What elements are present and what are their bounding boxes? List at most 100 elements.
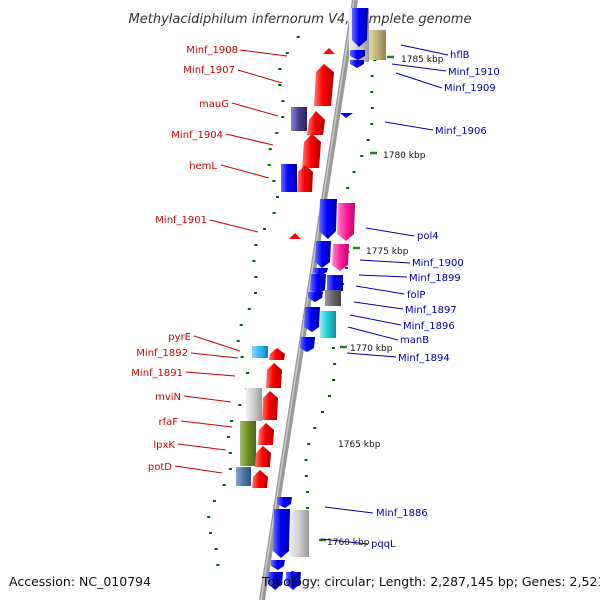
- gene-bottom-2[interactable]: [286, 572, 301, 590]
- label-minf1909[interactable]: Minf_1909: [444, 83, 496, 94]
- label-pyre[interactable]: pyrE: [168, 332, 191, 343]
- gene-heml[interactable]: [297, 165, 313, 192]
- label-lpxk[interactable]: lpxK: [153, 440, 175, 451]
- gc-tick: [331, 347, 335, 349]
- label-pqql[interactable]: pqqL: [371, 539, 396, 550]
- label-minf1897[interactable]: Minf_1897: [405, 305, 457, 316]
- label-pol4[interactable]: pol4: [417, 231, 439, 242]
- gc-tick: [370, 123, 374, 125]
- label-minf1904[interactable]: Minf_1904: [171, 130, 223, 141]
- gc-tick: [268, 148, 272, 150]
- gene-folp-blue[interactable]: [327, 275, 343, 291]
- gene-pqql[interactable]: [290, 510, 309, 557]
- gene-lpxk-2[interactable]: [255, 446, 271, 467]
- label-maug[interactable]: mauG: [199, 99, 229, 110]
- gene-rfaf[interactable]: [240, 421, 256, 466]
- label-minf1910[interactable]: Minf_1910: [448, 67, 500, 78]
- forward-connectors: [174, 49, 288, 474]
- gene-minf1892[interactable]: [269, 348, 285, 360]
- gene-bottom-1[interactable]: [268, 572, 283, 590]
- label-manb[interactable]: manB: [400, 335, 429, 346]
- gene-minf1908-marker[interactable]: [323, 48, 335, 54]
- gc-tick: [278, 68, 282, 70]
- gc-tick: [252, 260, 256, 262]
- gene-hflb-tan[interactable]: [369, 30, 386, 60]
- label-minf1894[interactable]: Minf_1894: [398, 353, 450, 364]
- gc-tick: [345, 267, 348, 269]
- label-minf1892[interactable]: Minf_1892: [136, 348, 188, 359]
- gene-minf1894[interactable]: [300, 337, 315, 352]
- gc-tick: [222, 484, 226, 486]
- accession-text: Accession: NC_010794: [9, 574, 151, 589]
- label-minf1901[interactable]: Minf_1901: [155, 215, 207, 226]
- gene-minf1900[interactable]: [315, 241, 331, 268]
- gene-pqql-blue[interactable]: [271, 560, 285, 570]
- map-title: Methylacidiphilum infernorum V4, complet…: [129, 12, 472, 27]
- gene-pol4[interactable]: [319, 199, 337, 239]
- gc-tick: [296, 36, 300, 38]
- gc-tick: [254, 276, 258, 278]
- gc-tick: [278, 84, 282, 86]
- gene-minf1897-blue[interactable]: [308, 292, 323, 302]
- reverse-gene-labels: hflB Minf_1910 Minf_1909 Minf_1906 pol4 …: [371, 50, 500, 550]
- label-mvin[interactable]: mviN: [155, 392, 181, 403]
- gene-minf1906[interactable]: [340, 113, 353, 118]
- gene-minf1910[interactable]: [350, 50, 365, 60]
- gc-tick: [267, 164, 271, 166]
- gene-heml-blue[interactable]: [281, 164, 297, 192]
- gc-tick: [306, 491, 309, 493]
- forward-gene-labels: Minf_1908 Minf_1907 mauG Minf_1904 hemL …: [131, 45, 238, 473]
- gene-mvin[interactable]: [246, 388, 262, 421]
- gene-minf1896[interactable]: [304, 307, 320, 332]
- label-minf1900[interactable]: Minf_1900: [412, 258, 464, 269]
- gene-minf1904[interactable]: [302, 134, 321, 168]
- gene-pyre[interactable]: [252, 346, 268, 358]
- gene-minf1900-pink[interactable]: [332, 244, 349, 271]
- gene-minf1901-marker[interactable]: [289, 233, 301, 239]
- gene-minf1907[interactable]: [314, 64, 334, 106]
- gene-lpxk[interactable]: [258, 423, 274, 445]
- gc-tick: [275, 132, 279, 134]
- gc-tick: [228, 452, 232, 454]
- gene-minf1886[interactable]: [273, 509, 290, 558]
- label-minf1906[interactable]: Minf_1906: [435, 126, 487, 137]
- label-minf1907[interactable]: Minf_1907: [183, 65, 235, 76]
- label-minf1908[interactable]: Minf_1908: [186, 45, 238, 56]
- topology-text: Topology: circular; Length: 2,287,145 bp…: [261, 574, 600, 589]
- gene-mvin-red[interactable]: [262, 391, 278, 420]
- gene-manb[interactable]: [320, 311, 336, 338]
- label-minf1896[interactable]: Minf_1896: [403, 321, 455, 332]
- gene-hflb[interactable]: [352, 8, 368, 47]
- gc-tick: [228, 468, 232, 470]
- gene-maug[interactable]: [291, 107, 307, 131]
- label-rfaf[interactable]: rfaF: [158, 417, 178, 428]
- gc-tick: [306, 507, 309, 509]
- gc-tick: [238, 404, 242, 406]
- gene-potd-red[interactable]: [252, 470, 268, 488]
- label-potd[interactable]: potD: [148, 462, 172, 473]
- label-heml[interactable]: hemL: [189, 161, 217, 172]
- gc-tick: [236, 340, 240, 342]
- gc-tick: [370, 107, 374, 109]
- label-hflb[interactable]: hflB: [450, 50, 470, 61]
- gene-folp[interactable]: [310, 274, 326, 294]
- label-minf1886[interactable]: Minf_1886: [376, 508, 428, 519]
- scale-label-1765: 1765 kbp: [338, 440, 381, 450]
- label-folp[interactable]: folP: [407, 290, 425, 301]
- gc-tick: [304, 475, 308, 477]
- gc-tick: [207, 516, 211, 518]
- label-minf1891[interactable]: Minf_1891: [131, 368, 183, 379]
- gene-minf1904-upper[interactable]: [307, 111, 325, 135]
- gc-tick: [214, 548, 218, 550]
- gene-minf1909[interactable]: [350, 60, 364, 68]
- gene-potd[interactable]: [236, 467, 251, 486]
- gc-tick: [307, 443, 311, 445]
- gc-tick: [352, 171, 356, 173]
- gene-minf1891[interactable]: [266, 363, 282, 388]
- forward-genes: [236, 48, 335, 488]
- gene-minf1897[interactable]: [325, 290, 341, 306]
- gc-tick: [346, 187, 350, 189]
- gene-pol4-pink[interactable]: [337, 203, 355, 241]
- gene-minf1886-top[interactable]: [277, 497, 292, 508]
- label-minf1899[interactable]: Minf_1899: [409, 273, 461, 284]
